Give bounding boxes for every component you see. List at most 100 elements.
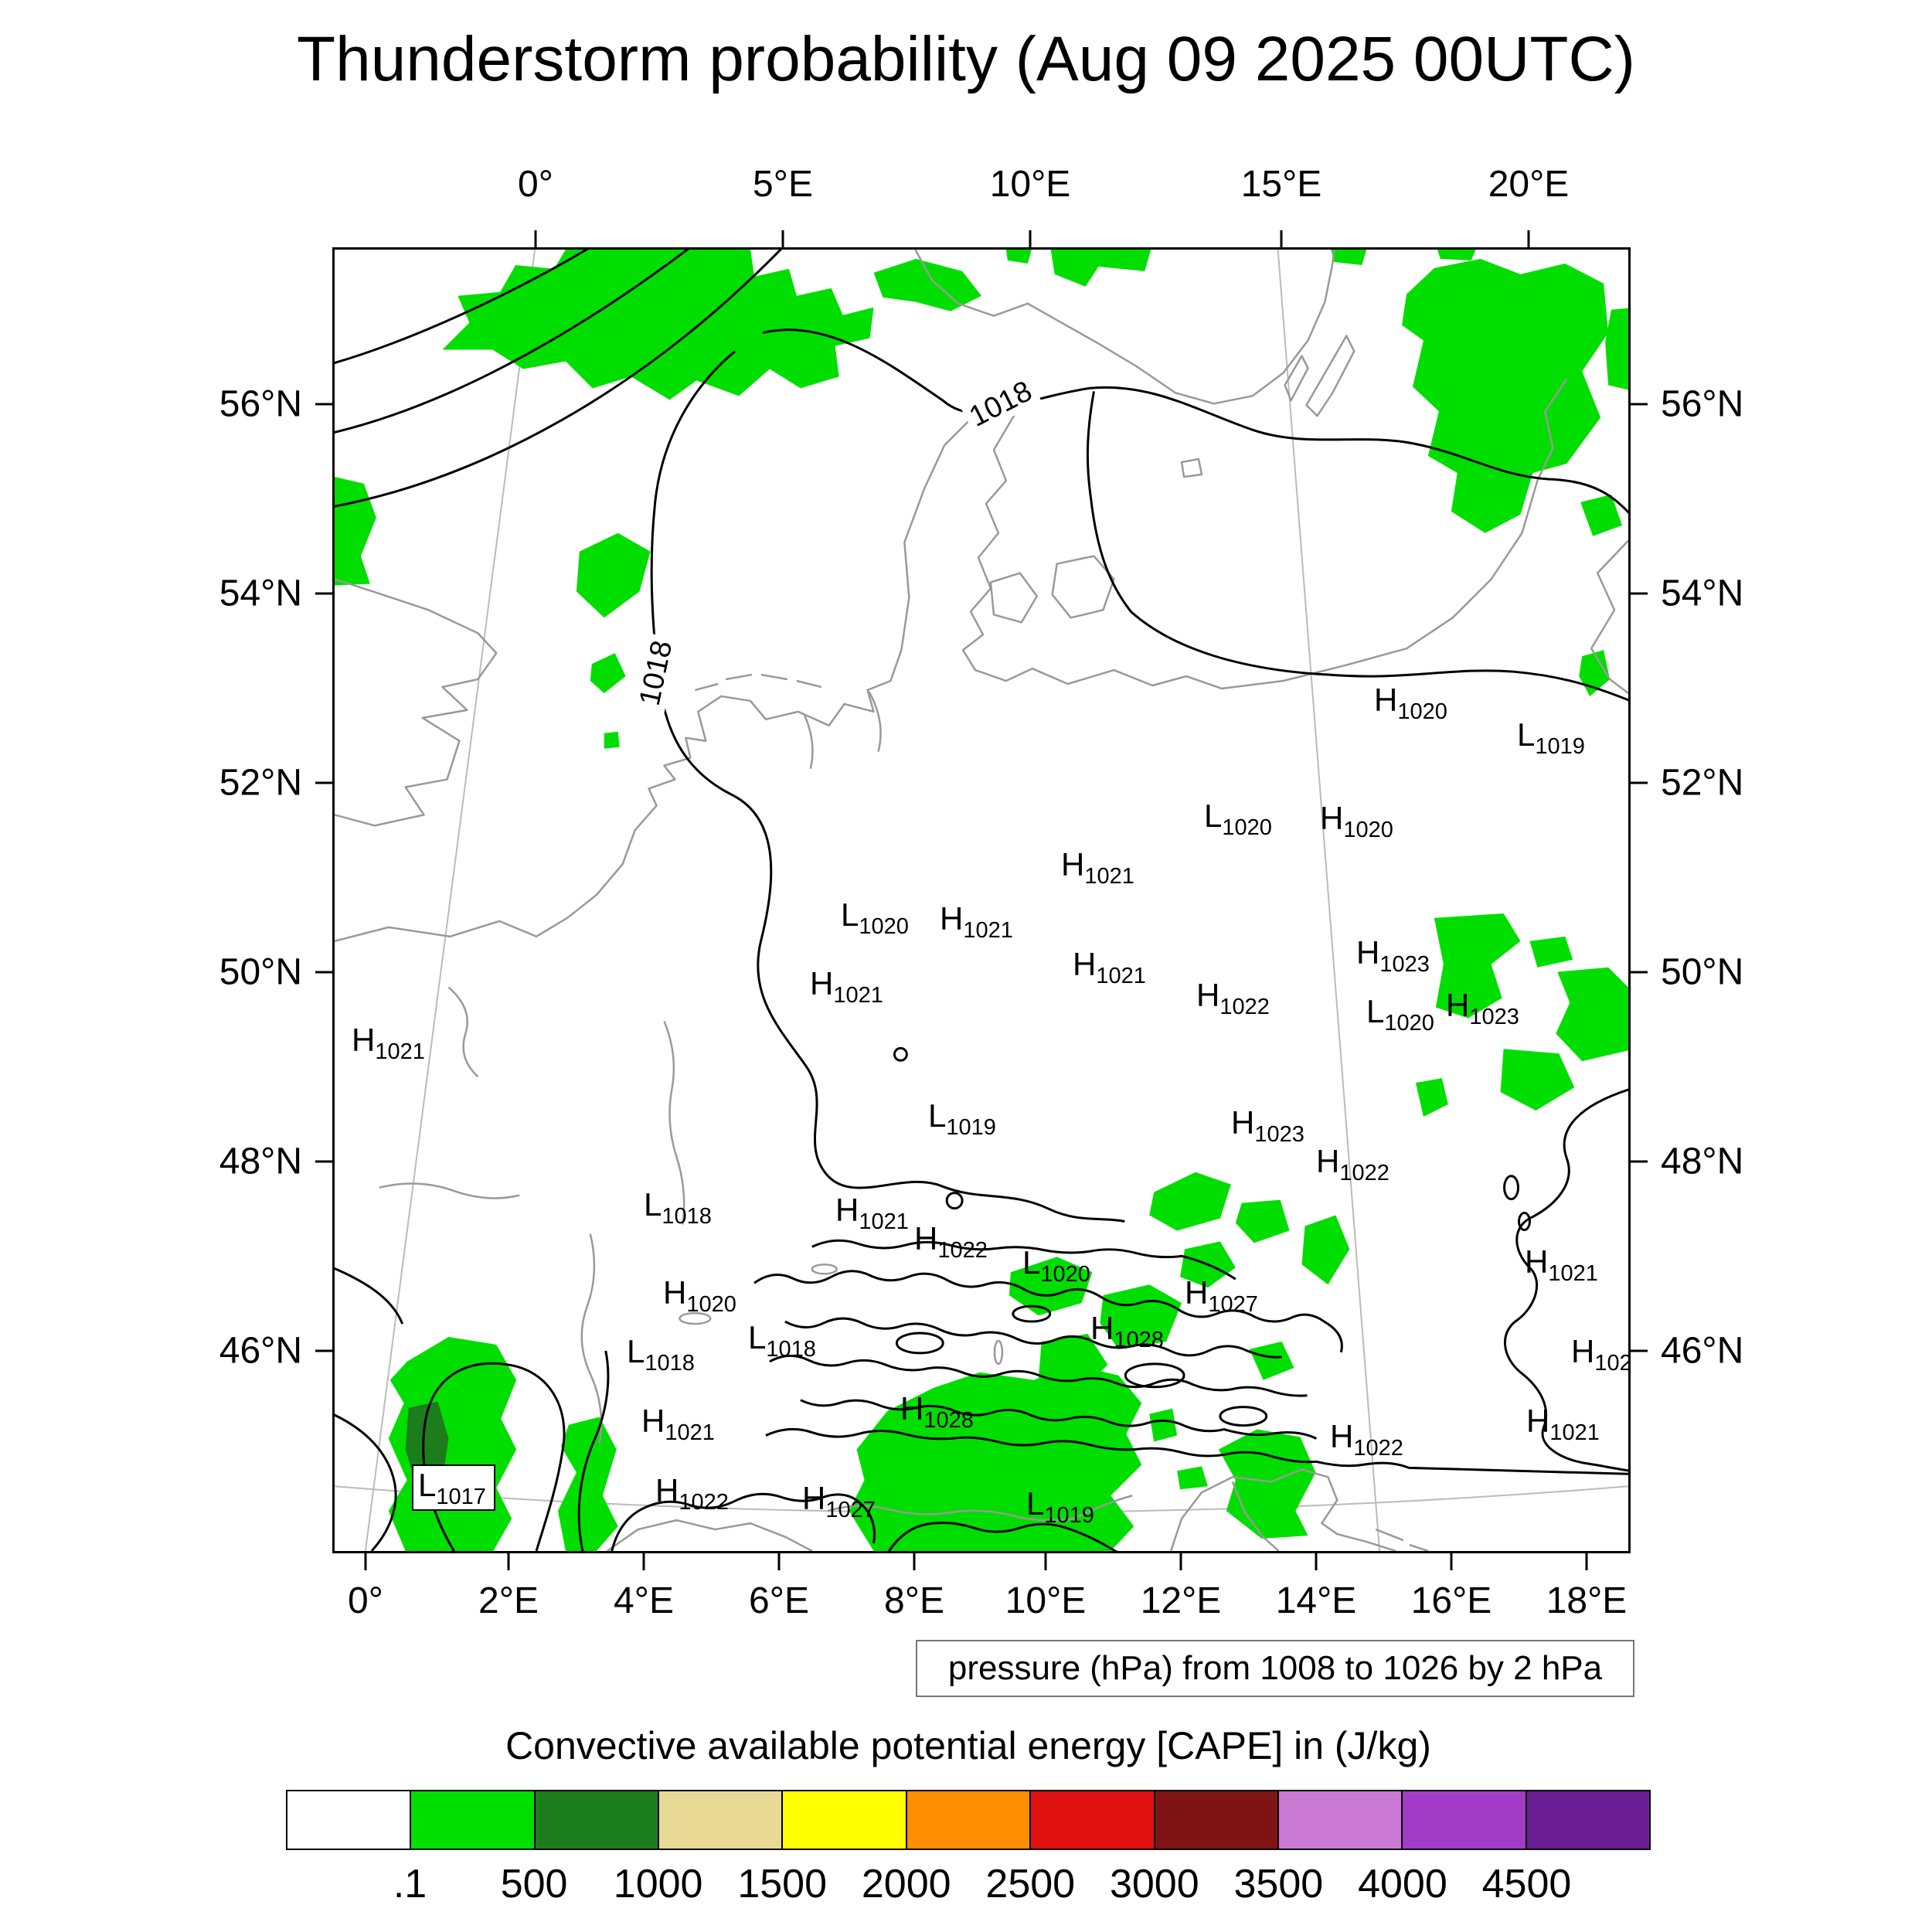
axis-tick-bottom [777, 1553, 781, 1570]
pressure-center-h1021: H1021 [1073, 945, 1146, 988]
pressure-center-h1021: H1021 [641, 1402, 715, 1445]
axis-label-bottom: 6°E [749, 1580, 809, 1621]
colorbar-tick-label: 1500 [737, 1862, 828, 1906]
pressure-center-h1021: H1021 [1061, 845, 1134, 889]
axis-tick-bottom [1450, 1553, 1453, 1570]
cape-shading-layer [335, 250, 1628, 1551]
axis-tick-top [1280, 230, 1283, 247]
axis-label-right: 52°N [1661, 762, 1744, 804]
axis-label-right: 56°N [1661, 383, 1744, 425]
axis-tick-bottom [1585, 1553, 1588, 1570]
axis-label-bottom: 12°E [1140, 1580, 1222, 1621]
colorbar-tick-label: 1000 [613, 1862, 703, 1906]
pressure-center-h1022: H1022 [1316, 1142, 1389, 1185]
axis-tick-bottom [364, 1553, 367, 1570]
pressure-center-h1023: H1023 [1356, 934, 1430, 977]
axis-label-bottom: 0° [348, 1580, 383, 1621]
axis-label-bottom: 18°E [1546, 1580, 1628, 1621]
axis-label-bottom: 14°E [1275, 1580, 1357, 1621]
map-graphics [335, 250, 1628, 1551]
pressure-center-l1019: L1019 [1517, 716, 1585, 759]
pressure-center-h1021: H1021 [810, 964, 883, 1008]
axis-tick-top [534, 230, 537, 247]
colorbar-title: Convective available potential energy [C… [505, 1724, 1431, 1767]
axis-label-top: 0° [518, 164, 553, 205]
axis-label-top: 10°E [989, 164, 1071, 205]
pressure-center-h1021: H1021 [1525, 1243, 1598, 1286]
pressure-center-h1027: H1027 [802, 1479, 876, 1522]
axis-tick-top [781, 230, 784, 247]
pressure-center-h1027: H1027 [1185, 1274, 1258, 1317]
contour-label: 1018 [960, 372, 1042, 436]
colorbar-segment [1401, 1791, 1526, 1849]
pressure-center-l1020: L1020 [1366, 992, 1434, 1036]
colorbar-segment [781, 1791, 906, 1849]
axis-tick-left [315, 403, 332, 406]
pressure-center-h1020: H1020 [1374, 681, 1447, 724]
axis-tick-bottom [1315, 1553, 1318, 1570]
pressure-center-h1021: H1021 [940, 900, 1013, 943]
axis-label-bottom: 8°E [884, 1580, 944, 1621]
pressure-center-l1020: L1020 [1022, 1243, 1090, 1287]
colorbar-segment [1525, 1791, 1649, 1849]
axis-tick-top [1029, 230, 1032, 247]
pressure-center-l1019: L1019 [1026, 1485, 1094, 1528]
pressure-center-h1022: H1022 [1330, 1417, 1403, 1461]
axis-label-right: 50°N [1661, 951, 1744, 993]
pressure-center-h1023: H1023 [1231, 1104, 1304, 1147]
colorbar [286, 1790, 1651, 1850]
pressure-center-h1021: H1021 [1571, 1332, 1628, 1376]
axis-label-left: 50°N [219, 951, 302, 993]
pressure-contour-layer [335, 250, 1628, 1551]
pressure-center-h1020: H1020 [663, 1274, 736, 1317]
axis-tick-top [1527, 230, 1530, 247]
figure-title: Thunderstorm probability (Aug 09 2025 00… [297, 24, 1635, 94]
colorbar-tick-label: 3000 [1109, 1862, 1199, 1906]
axis-label-top: 15°E [1240, 164, 1322, 205]
pressure-center-h1022: H1022 [914, 1219, 988, 1263]
pressure-range-text: pressure (hPa) from 1008 to 1026 by 2 hP… [947, 1649, 1603, 1687]
colorbar-tick-label: 2500 [985, 1862, 1076, 1906]
colorbar-segment [658, 1791, 782, 1849]
axis-tick-bottom [913, 1553, 916, 1570]
pressure-center-l1020: L1020 [841, 896, 909, 939]
pressure-center-h1022: H1022 [655, 1471, 729, 1515]
axis-tick-right [1631, 592, 1648, 595]
axis-label-left: 46°N [219, 1330, 302, 1372]
colorbar-tick-labels: .1 500 1000 1500 2000 2500 3000 3500 4000 4500 [286, 1861, 1651, 1915]
axis-tick-bottom [1179, 1553, 1182, 1570]
axis-label-right: 54°N [1661, 573, 1744, 614]
axis-tick-right [1631, 781, 1648, 784]
pressure-center-l1018: L1018 [748, 1318, 816, 1362]
colorbar-tick-label: .1 [393, 1862, 427, 1906]
pressure-center-h1022: H1022 [1196, 976, 1270, 1019]
colorbar-segment [1029, 1791, 1154, 1849]
axis-tick-left [315, 971, 332, 974]
pressure-center-h1020: H1020 [1320, 799, 1393, 842]
pressure-center-l1017: L1017 [412, 1464, 495, 1511]
axis-label-bottom: 2°E [478, 1580, 539, 1621]
pressure-center-h1028: H1028 [1090, 1309, 1164, 1352]
axis-label-bottom: 10°E [1005, 1580, 1087, 1621]
colorbar-tick-label: 3500 [1233, 1862, 1324, 1906]
colorbar-tick-label: 2000 [861, 1862, 951, 1906]
colorbar-tick-label: 4000 [1358, 1862, 1447, 1906]
colorbar-segment [410, 1791, 534, 1849]
pressure-range-box: pressure (hPa) from 1008 to 1026 by 2 hP… [916, 1640, 1634, 1697]
pressure-center-h1021: H1021 [352, 1021, 425, 1064]
axis-label-bottom: 16°E [1410, 1580, 1492, 1621]
pressure-center-h1023: H1023 [1446, 986, 1519, 1029]
axis-tick-left [315, 592, 332, 595]
pressure-center-l1018: L1018 [644, 1185, 712, 1229]
axis-tick-right [1631, 1160, 1648, 1163]
coastline-layer [335, 250, 1628, 1551]
axis-label-top: 20°E [1488, 164, 1570, 205]
pressure-center-l1020: L1020 [1204, 797, 1272, 840]
colorbar-tick-label: 4500 [1481, 1862, 1572, 1906]
contour-label: 1018 [632, 633, 680, 713]
colorbar-segment [533, 1791, 658, 1849]
axis-tick-left [315, 1349, 332, 1352]
pressure-center-l1018: L1018 [627, 1332, 695, 1376]
pressure-center-h1028: H1028 [900, 1389, 974, 1433]
